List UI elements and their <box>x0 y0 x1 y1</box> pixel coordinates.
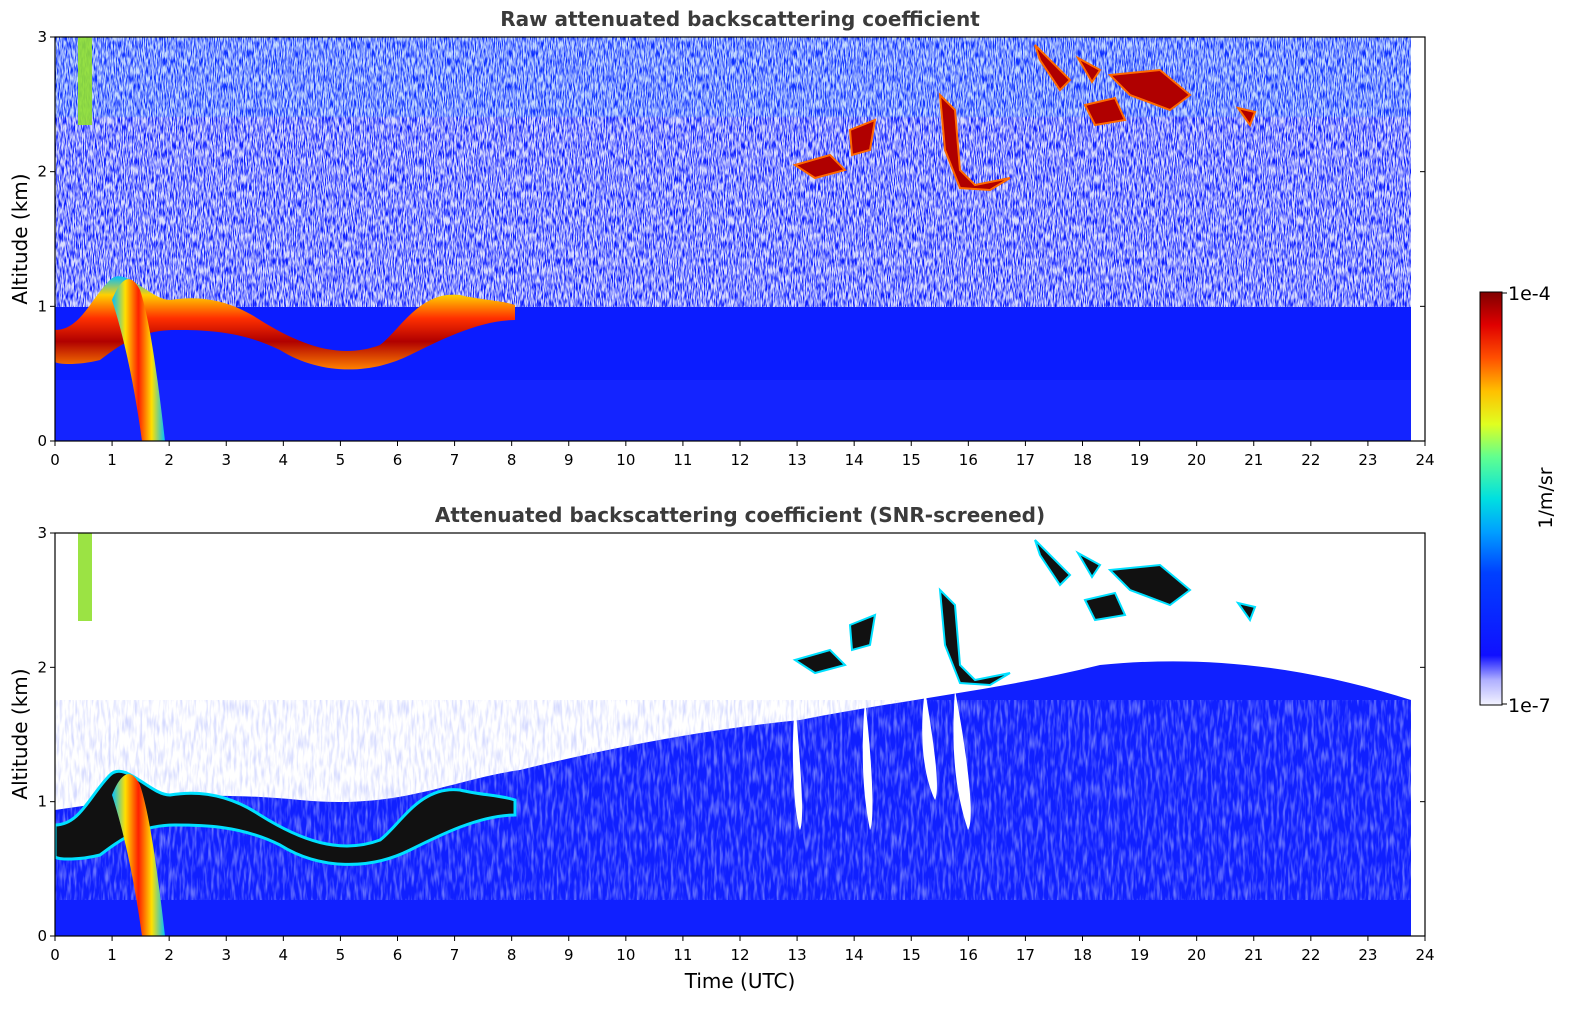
x-tick-label: 15 <box>902 946 921 964</box>
colorbar-max-label: 1e-4 <box>1508 283 1551 305</box>
x-tick-label: 13 <box>788 451 807 469</box>
y-tick-label: 2 <box>37 658 47 676</box>
x-tick-label: 1 <box>107 451 117 469</box>
x-tick-label: 17 <box>1016 451 1035 469</box>
rain-streak <box>112 774 165 936</box>
y-tick-label: 0 <box>37 927 47 945</box>
x-tick-label: 19 <box>1130 451 1149 469</box>
noise-tint <box>55 37 1411 117</box>
x-tick-label: 24 <box>1415 946 1434 964</box>
low-cloud-layer <box>55 769 517 866</box>
x-tick-label: 13 <box>788 946 807 964</box>
y-tick-labels: 0 1 2 3 <box>37 28 1425 450</box>
screened-gaps <box>792 690 971 830</box>
x-tick-label: 16 <box>959 451 978 469</box>
colorbar-gradient <box>1479 291 1503 706</box>
x-tick-label: 15 <box>902 451 921 469</box>
x-tick-label: 4 <box>279 946 289 964</box>
y-tick-labels: 0 1 2 3 <box>37 524 1425 945</box>
x-tick-label: 18 <box>1073 451 1092 469</box>
x-tick-label: 16 <box>959 946 978 964</box>
x-tick-label: 6 <box>393 451 403 469</box>
x-tick-label: 8 <box>507 946 517 964</box>
cloud-patches-13-17h <box>792 587 1011 687</box>
x-tick-label: 2 <box>164 451 174 469</box>
x-tick-label: 24 <box>1415 451 1434 469</box>
x-tick-label: 9 <box>564 946 574 964</box>
x-tick-label: 18 <box>1073 946 1092 964</box>
x-tick-label: 4 <box>279 451 289 469</box>
y-tick-label: 3 <box>37 524 47 542</box>
x-tick-label: 14 <box>845 946 864 964</box>
y-axis-label: Altitude (km) <box>8 173 32 304</box>
colorbar-label: 1/m/sr <box>1535 467 1557 528</box>
x-tick-label: 1 <box>107 946 117 964</box>
x-tick-label: 10 <box>616 451 635 469</box>
x-tick-label: 21 <box>1244 451 1263 469</box>
cloud-patches-17-21h <box>1034 44 1257 128</box>
x-tick-label: 11 <box>673 946 692 964</box>
x-tick-label: 19 <box>1130 946 1149 964</box>
x-tick-label: 0 <box>50 946 60 964</box>
panel-title: Attenuated backscattering coefficient (S… <box>435 503 1045 527</box>
x-tick-label: 22 <box>1301 946 1320 964</box>
x-tick-label: 20 <box>1187 451 1206 469</box>
x-tick-label: 21 <box>1244 946 1263 964</box>
x-tick-label: 12 <box>730 946 749 964</box>
x-tick-label: 12 <box>730 451 749 469</box>
x-tick-label: 3 <box>221 946 231 964</box>
y-tick-label: 0 <box>37 432 47 450</box>
heatmap-image <box>55 533 1411 936</box>
cloud-patches-17-21h <box>1034 539 1257 623</box>
y-tick-label: 2 <box>37 163 47 181</box>
x-tick-label: 20 <box>1187 946 1206 964</box>
noise-speckle <box>55 37 1411 307</box>
x-tick-label: 23 <box>1358 451 1377 469</box>
cloud-patches-13-17h <box>792 92 1011 192</box>
aerosol-texture <box>55 700 1411 900</box>
x-tick-label: 0 <box>50 451 60 469</box>
x-tick-label: 22 <box>1301 451 1320 469</box>
x-tick-label: 5 <box>336 946 346 964</box>
y-tick-label: 1 <box>37 297 47 315</box>
colorbar: 1e-4 1e-7 1/m/sr <box>1479 283 1557 717</box>
x-tick-label: 10 <box>616 946 635 964</box>
raw-backscatter-panel: Raw attenuated backscattering coefficien… <box>8 7 1435 469</box>
x-tick-label: 6 <box>393 946 403 964</box>
x-tick-label: 9 <box>564 451 574 469</box>
x-tick-label: 7 <box>450 451 460 469</box>
x-tick-label: 23 <box>1358 946 1377 964</box>
x-tick-label: 2 <box>164 946 174 964</box>
y-axis-label: Altitude (km) <box>8 668 32 799</box>
x-axis-label: Time (UTC) <box>684 969 796 993</box>
rain-streak <box>112 279 165 441</box>
x-tick-label: 7 <box>450 946 460 964</box>
x-tick-label: 17 <box>1016 946 1035 964</box>
x-tick-label: 8 <box>507 451 517 469</box>
aerosol-band <box>55 380 1411 441</box>
x-tick-labels: 0 1 2 3 4 5 6 7 8 9 10 11 12 13 14 15 16 17 18 19 20 21 22 23 24 <box>50 936 1435 964</box>
colorbar-min-label: 1e-7 <box>1508 695 1551 717</box>
panel-title: Raw attenuated backscattering coefficien… <box>500 7 980 31</box>
x-tick-label: 5 <box>336 451 346 469</box>
y-tick-label: 1 <box>37 793 47 811</box>
x-tick-label: 14 <box>845 451 864 469</box>
low-cloud-layer <box>55 276 515 370</box>
high-plume <box>78 37 92 125</box>
x-tick-label: 3 <box>221 451 231 469</box>
high-plume <box>78 533 92 621</box>
y-tick-label: 3 <box>37 28 47 46</box>
heatmap-image <box>55 37 1411 441</box>
x-tick-label: 11 <box>673 451 692 469</box>
screened-backscatter-panel: Attenuated backscattering coefficient (S… <box>8 503 1435 993</box>
x-tick-labels: 0 1 2 3 4 5 6 7 8 9 10 11 12 13 14 15 16 17 18 19 20 21 22 23 24 <box>50 441 1435 469</box>
